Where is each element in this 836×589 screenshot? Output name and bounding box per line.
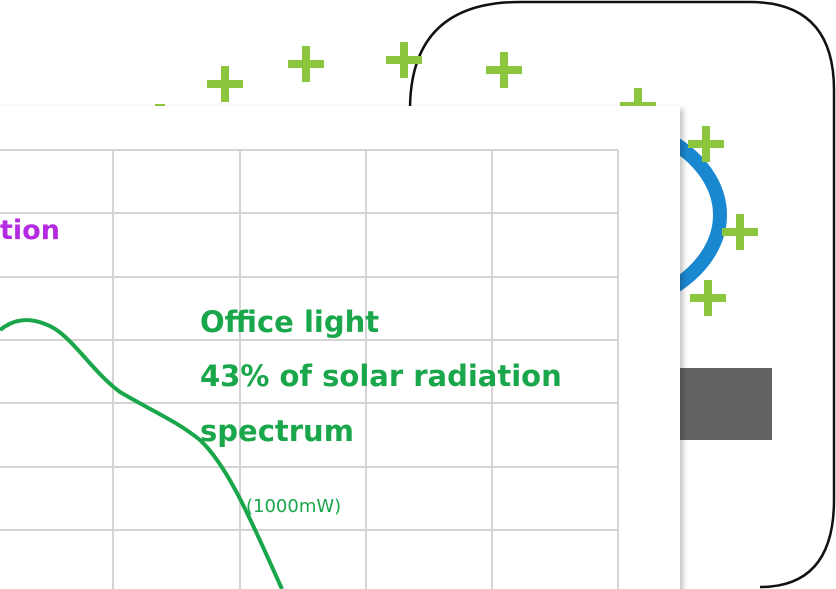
- power-label: (1000mW): [246, 496, 341, 517]
- gray-box: [676, 368, 772, 440]
- annotation-line: spectrum: [200, 414, 354, 448]
- annotation-line: 43% of solar radiation: [200, 359, 562, 393]
- annotation-line: Office light: [200, 305, 379, 339]
- heading-fragment: tion: [0, 215, 60, 246]
- slide: tion Office light 43% of solar radiation…: [0, 0, 836, 589]
